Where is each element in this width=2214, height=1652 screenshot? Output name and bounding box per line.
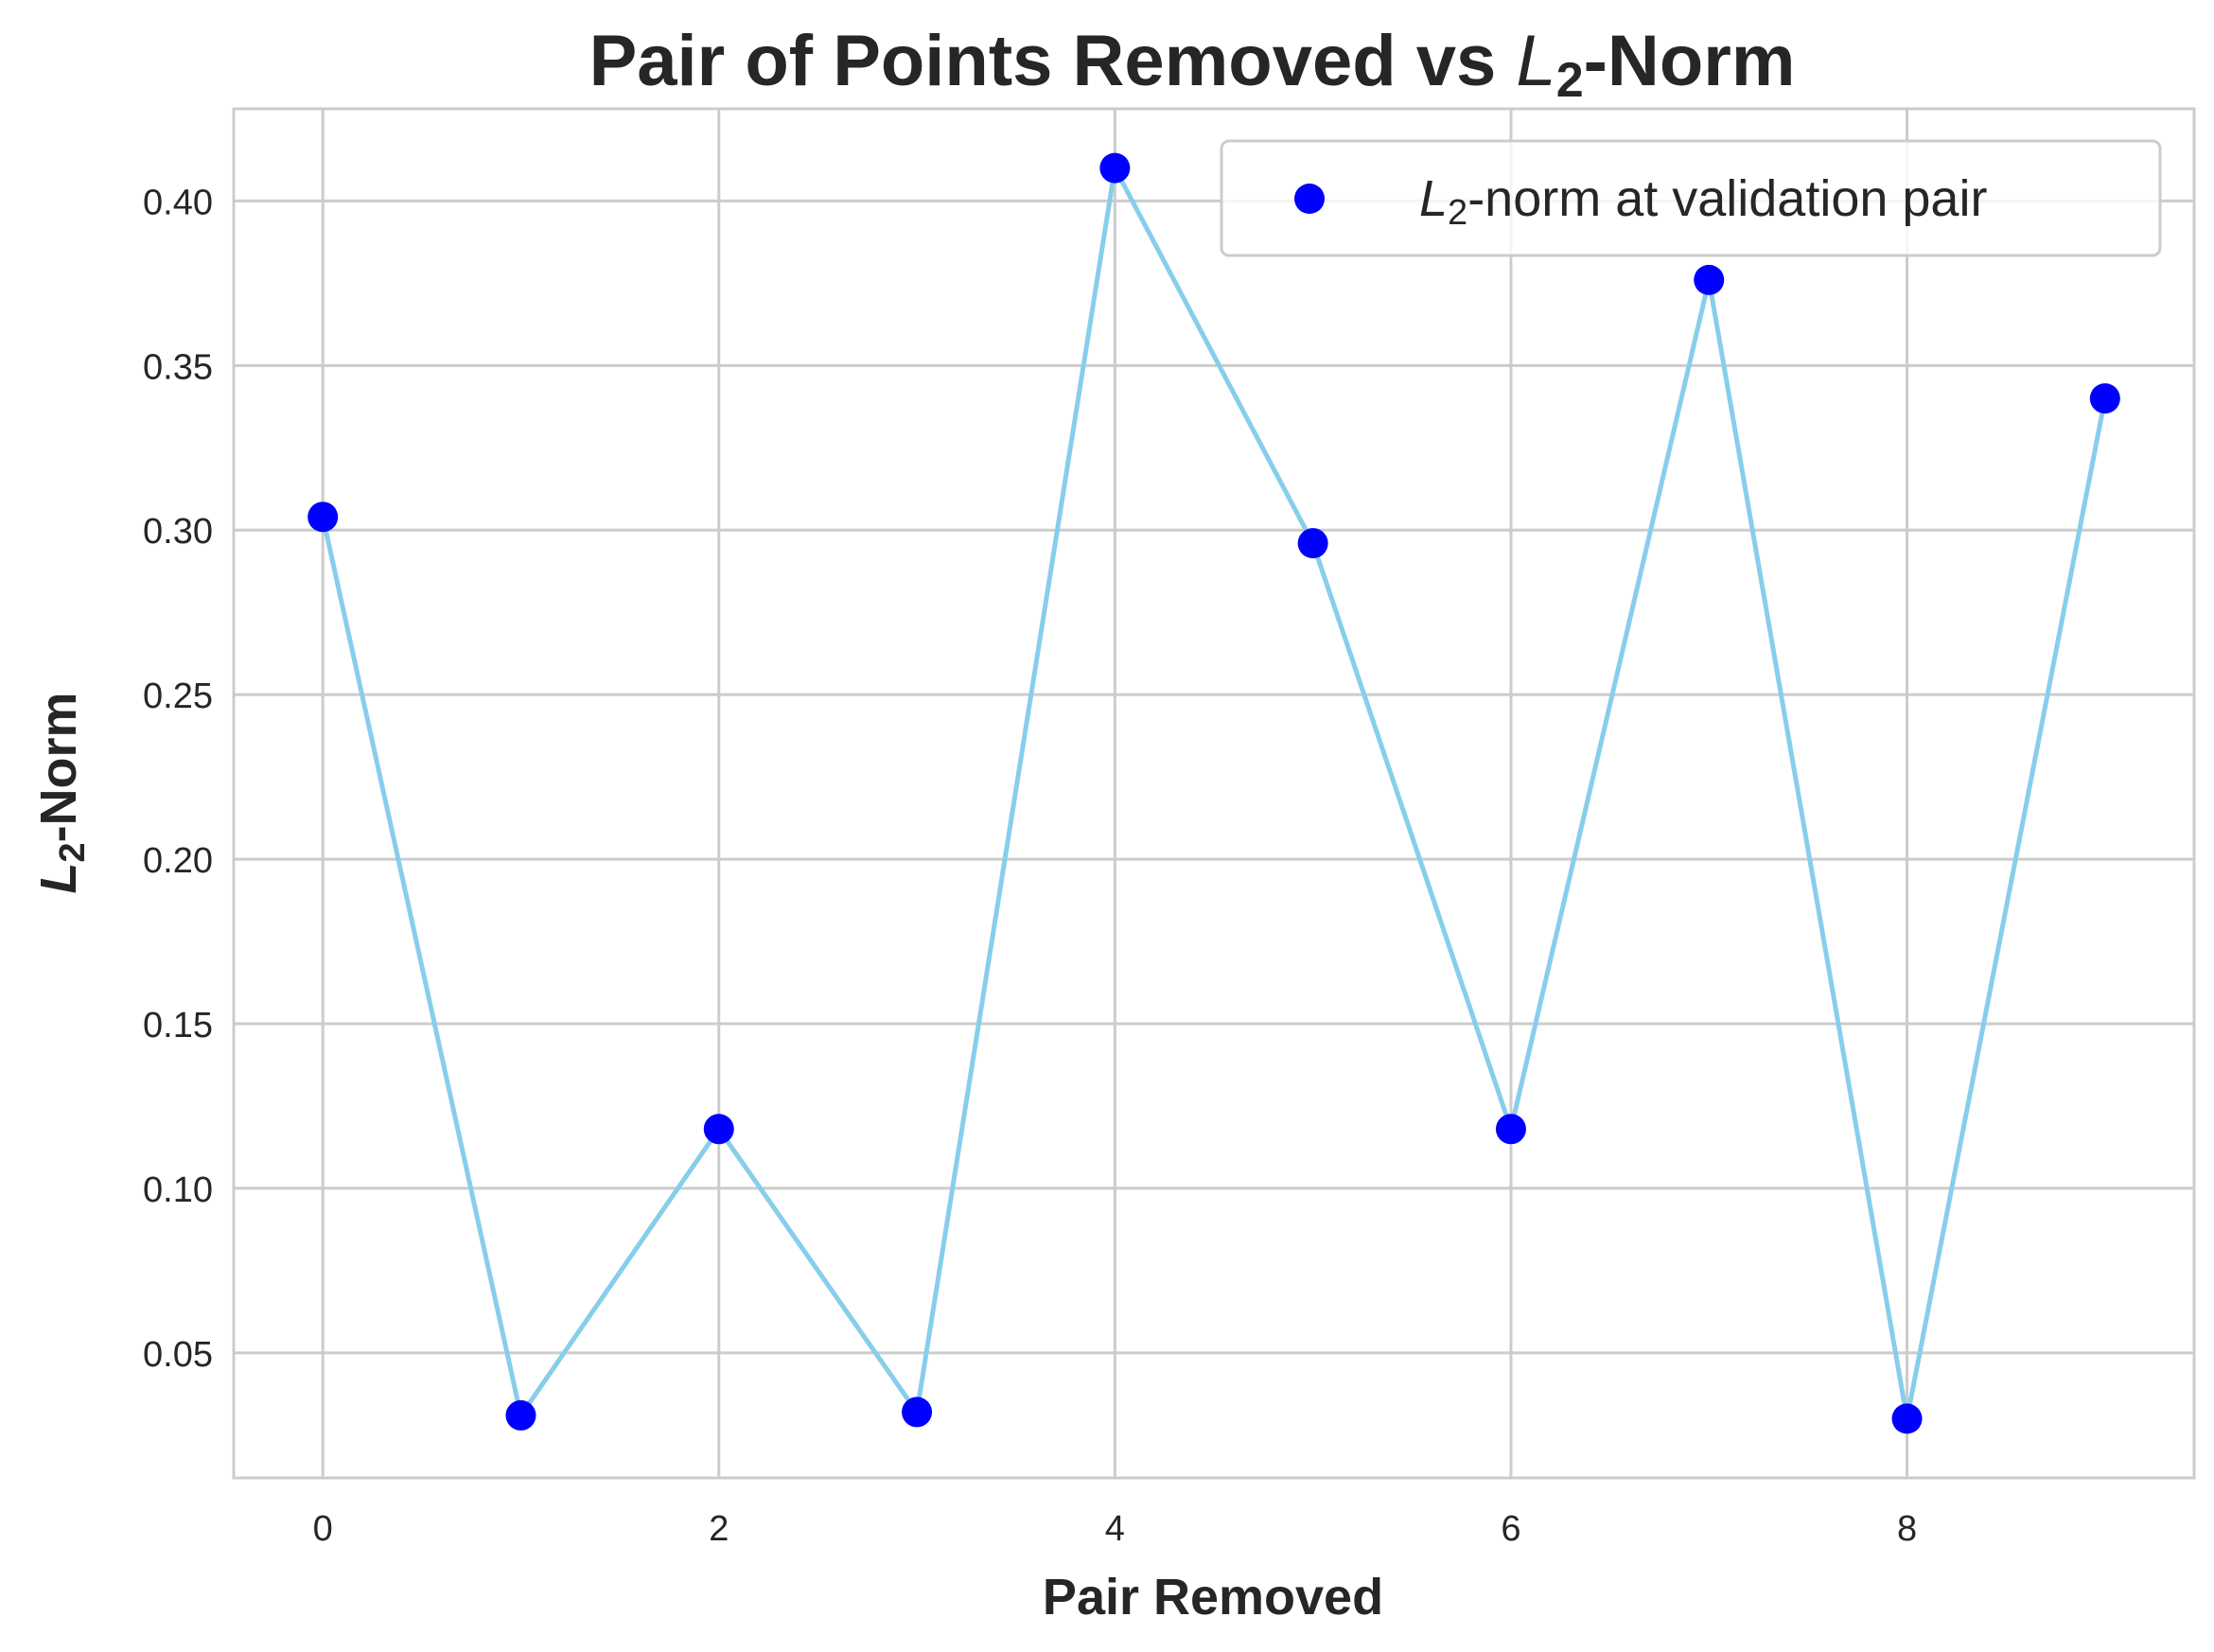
x-tick-label: 2: [709, 1509, 729, 1549]
data-point: [1495, 1114, 1526, 1145]
y-axis-label-suffix: -Norm: [30, 692, 87, 842]
series-line: [320, 166, 2108, 1421]
data-point: [703, 1114, 734, 1145]
y-tick-label: 0.25: [143, 677, 213, 716]
legend-marker: [1294, 184, 1325, 214]
x-tick-label: 0: [313, 1509, 333, 1549]
legend-label-suffix: -norm at validation pair: [1467, 170, 1987, 227]
data-point: [1099, 152, 1131, 184]
chart-title-suffix: -Norm: [1584, 21, 1796, 101]
chart-title-math-sub: 2: [1556, 53, 1584, 108]
legend: L2-norm at validation pair: [1220, 139, 2162, 257]
data-point: [1694, 264, 1725, 295]
y-axis-label: L2-Norm: [30, 692, 93, 893]
y-axis-label-math-var: L: [30, 863, 87, 894]
legend-label-math-var: L: [1419, 170, 1448, 227]
x-axis-label: Pair Removed: [1043, 1569, 1383, 1626]
chart-title-math-var: L: [1516, 21, 1555, 101]
data-point: [1891, 1403, 1923, 1434]
series-points: [308, 152, 2120, 1434]
data-point: [308, 501, 339, 533]
legend-label: L2-norm at validation pair: [1419, 170, 1987, 233]
data-point: [505, 1399, 536, 1431]
chart-title: Pair of Points Removed vs L2-Norm: [589, 21, 1796, 108]
legend-box: [1220, 139, 2162, 257]
y-tick-label: 0.30: [143, 512, 213, 552]
x-tick-label: 8: [1897, 1509, 1917, 1549]
plot-area-frame: [232, 107, 2196, 1480]
y-tick-label: 0.35: [143, 347, 213, 387]
y-tick-label: 0.20: [143, 841, 213, 881]
legend-label-math-sub: 2: [1448, 193, 1467, 233]
y-axis-label-math-sub: 2: [53, 842, 93, 862]
x-tick-label: 4: [1105, 1509, 1125, 1549]
grid: [234, 109, 2194, 1478]
x-tick-labels: 0 2 4 6 8: [313, 1509, 1917, 1549]
data-point: [2089, 383, 2120, 414]
data-point: [1297, 528, 1328, 559]
x-tick-label: 6: [1501, 1509, 1520, 1549]
y-tick-label: 0.15: [143, 1006, 213, 1046]
data-point: [902, 1397, 933, 1428]
y-tick-labels: 0.05 0.10 0.15 0.20 0.25 0.30 0.35 0.40: [143, 183, 213, 1374]
y-tick-label: 0.05: [143, 1335, 213, 1375]
y-tick-label: 0.40: [143, 183, 213, 222]
chart-title-prefix: Pair of Points Removed vs: [589, 21, 1517, 101]
y-tick-label: 0.10: [143, 1170, 213, 1210]
